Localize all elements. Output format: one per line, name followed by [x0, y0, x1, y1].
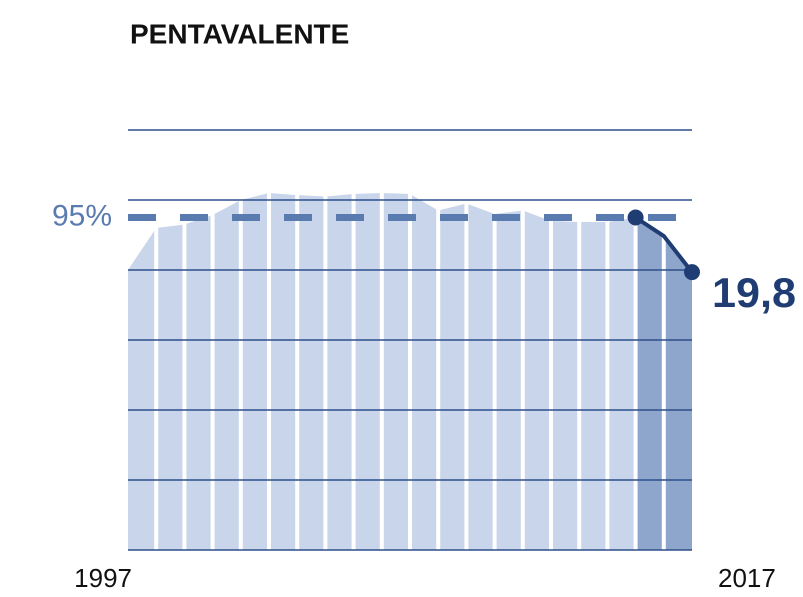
x-tick-label: 2017	[718, 563, 776, 593]
annotation: 19,8	[712, 269, 796, 316]
target-label: 95%	[52, 199, 112, 232]
chart-title: PENTAVALENTE	[130, 18, 349, 49]
trend-line	[634, 215, 694, 274]
point	[627, 209, 644, 226]
point	[684, 264, 700, 281]
x-tick-label: 1997	[74, 563, 132, 593]
